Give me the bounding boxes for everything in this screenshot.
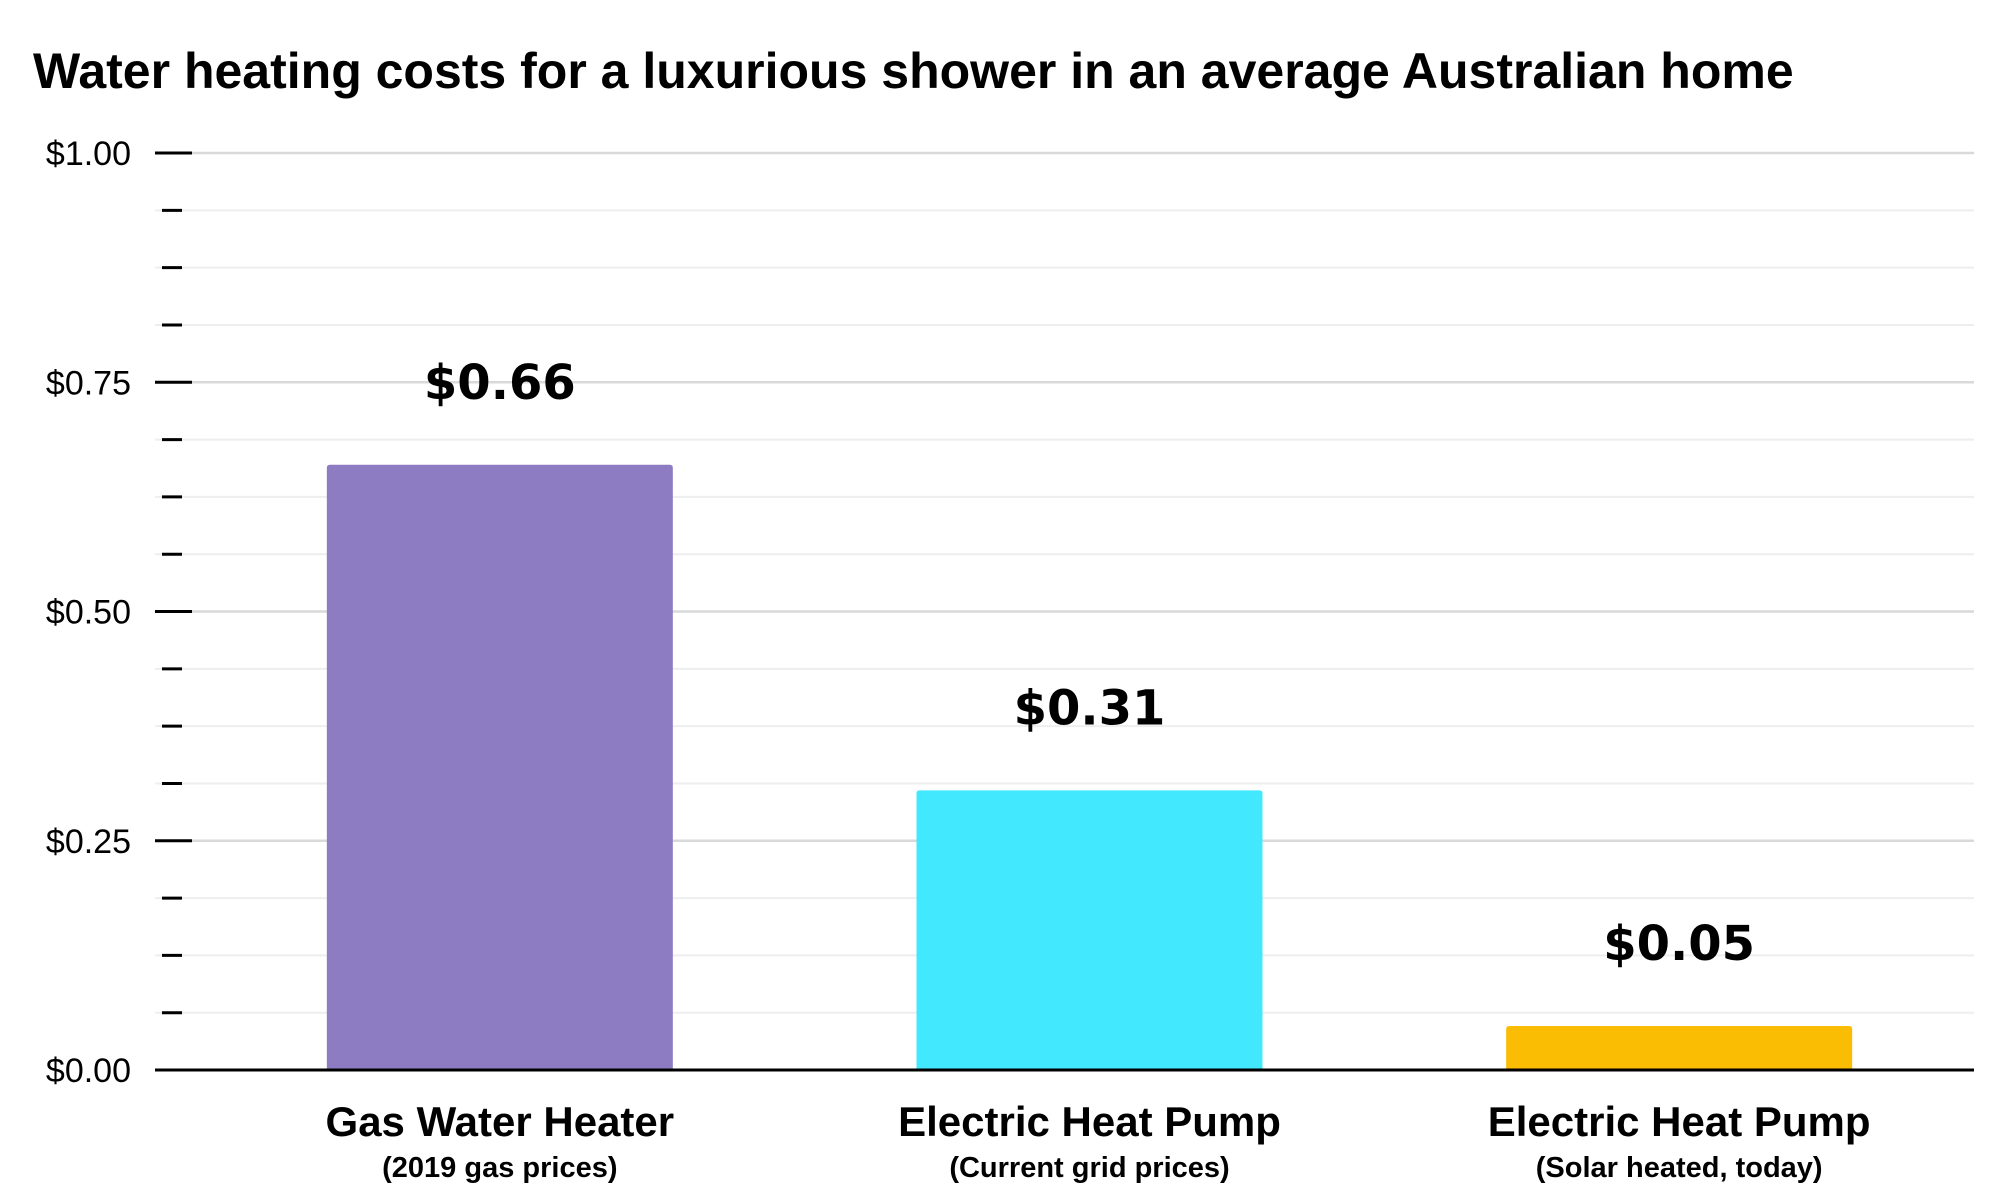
axes: [155, 151, 1974, 1072]
y-tick-label: $1.00: [46, 135, 131, 173]
x-tick-label: Electric Heat Pump: [898, 1098, 1281, 1145]
x-tick-sublabel: (2019 gas prices): [382, 1152, 617, 1184]
y-tick-label: $0.25: [46, 823, 131, 861]
y-tick-label: $0.75: [46, 364, 131, 402]
labels: $0.00 $0.25 $0.50 $0.75 $1.00 $0.66 Gas Water …: [46, 135, 1871, 1184]
y-tick-label: $0.50: [46, 594, 131, 632]
x-tick-label: Electric Heat Pump: [1488, 1098, 1871, 1145]
bar: [326, 464, 673, 1070]
x-tick-label: Gas Water Heater: [326, 1098, 675, 1145]
y-tick-label: $0.00: [46, 1052, 131, 1090]
bars: [326, 464, 1853, 1070]
x-tick-sublabel: (Current grid prices): [949, 1152, 1229, 1184]
chart-title: Water heating costs for a luxurious show…: [33, 43, 1794, 99]
bar: [1506, 1025, 1853, 1070]
data-label: $0.66: [424, 355, 576, 411]
bar: [916, 790, 1263, 1070]
x-tick-sublabel: (Solar heated, today): [1536, 1152, 1823, 1184]
data-label: $0.31: [1014, 680, 1166, 736]
data-label: $0.05: [1603, 916, 1755, 972]
